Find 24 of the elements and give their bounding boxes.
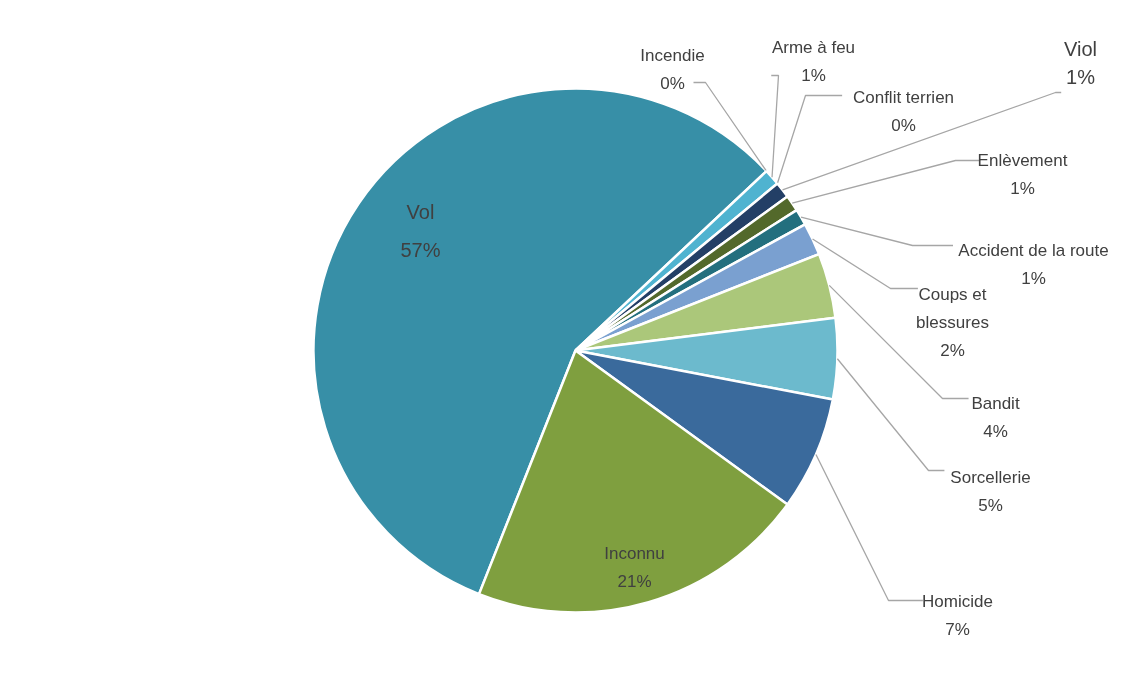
data-label: 21%: [617, 571, 652, 591]
data-label: 57%: [400, 238, 441, 261]
slice-label: Coups et blessures: [916, 284, 989, 332]
data-label: 1%: [1010, 178, 1035, 198]
slice-label: Bandit: [971, 393, 1020, 413]
slice-label: Vol: [406, 200, 435, 223]
text: 0%: [891, 115, 916, 135]
category-label: Incendie: [640, 45, 705, 65]
slice-label: Sorcellerie: [950, 467, 1031, 487]
slice-label: Arme à feu: [771, 37, 856, 57]
data-label: 1%: [1066, 65, 1096, 88]
text: 0%: [660, 73, 685, 93]
data-label: 7%: [945, 619, 970, 639]
slice-label: Enlèvement: [977, 150, 1068, 170]
category-label: Conflit terrien: [852, 87, 955, 107]
data-label: 1%: [801, 65, 826, 85]
slice-label: Viol: [1064, 37, 1098, 60]
slice-label: Inconnu: [604, 543, 665, 563]
slice-label: Homicide: [922, 591, 993, 611]
data-label: 2%: [940, 340, 965, 360]
slice-label: Accident de la route: [958, 240, 1109, 260]
data-label: 5%: [978, 495, 1003, 515]
data-label: 4%: [983, 421, 1008, 441]
data-label: 1%: [1021, 268, 1046, 288]
